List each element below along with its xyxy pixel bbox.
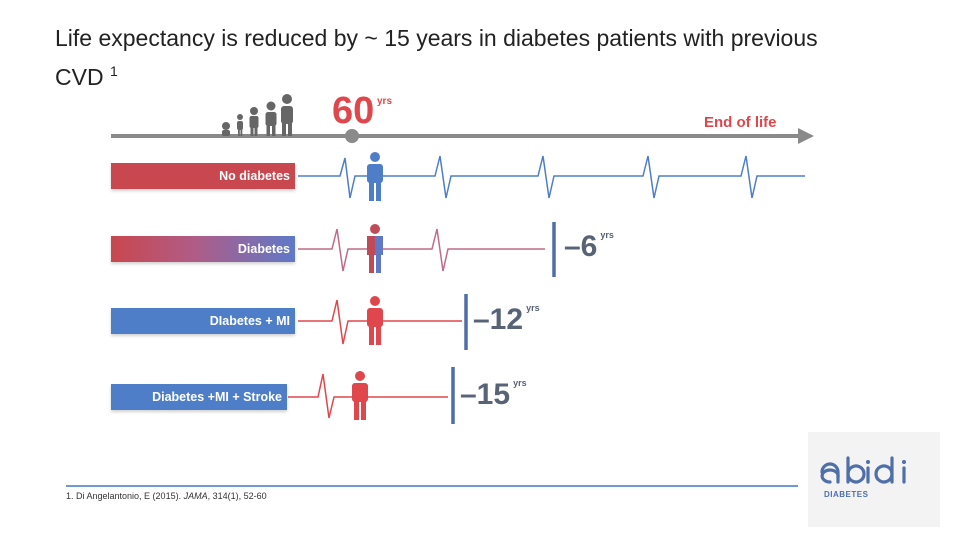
end-of-life-label: End of life xyxy=(704,114,777,131)
group-label: No diabetes xyxy=(219,169,290,183)
family-icon xyxy=(222,94,293,136)
reduction-value: –12 xyxy=(473,303,524,336)
reduction-value: –15 xyxy=(460,378,511,411)
reduction-diabetes-mi: –12 yrs xyxy=(473,303,540,337)
group-label: Diabetes xyxy=(237,242,290,256)
age-60-unit: yrs xyxy=(377,96,393,107)
citation-journal: JAMA xyxy=(183,491,208,501)
group-label: Diabetes +MI + Stroke xyxy=(152,390,282,404)
citation-footnote: 1. Di Angelantonio, E (2015). JAMA, 314(… xyxy=(66,491,267,501)
ecg-line-no-diabetes xyxy=(298,155,805,199)
age-60-value: 60 xyxy=(332,90,375,132)
ecg-line-diabetes xyxy=(298,228,545,272)
person-icon-diabetes xyxy=(367,224,383,273)
reduction-unit: yrs xyxy=(600,230,614,240)
person-icon-diabetes-mi-stroke xyxy=(352,371,368,420)
person-icon-diabetes-mi xyxy=(367,296,383,345)
group-bar-diabetes-mi: DIabetes + MI xyxy=(111,308,295,334)
title-text: Life expectancy is reduced by ~ 15 years… xyxy=(55,25,818,90)
reduction-diabetes: –6 yrs xyxy=(564,230,614,264)
age-marker-dot xyxy=(345,129,359,143)
citation-prefix: 1. Di Angelantonio, E (2015). xyxy=(66,491,182,501)
group-bar-no-diabetes: No diabetes xyxy=(111,163,295,189)
reduction-diabetes-mi-stroke: –15 yrs xyxy=(460,378,527,412)
group-bar-diabetes-mi-stroke: Diabetes +MI + Stroke xyxy=(111,384,287,410)
timeline-arrow-head xyxy=(798,128,814,144)
reduction-unit: yrs xyxy=(526,303,540,313)
group-label: DIabetes + MI xyxy=(209,314,290,328)
person-icon-no-diabetes xyxy=(367,152,383,201)
slide-title: Life expectancy is reduced by ~ 15 years… xyxy=(55,22,835,94)
group-bar-diabetes: Diabetes xyxy=(111,236,295,262)
title-reference: 1 xyxy=(109,63,118,79)
abidi-logo: DIABETES xyxy=(808,432,940,527)
logo-subtitle: DIABETES xyxy=(824,490,869,499)
citation-suffix: , 314(1), 52-60 xyxy=(207,491,267,501)
reduction-unit: yrs xyxy=(513,378,527,388)
reduction-value: –6 xyxy=(564,230,598,263)
abidi-logo-mark xyxy=(820,456,906,484)
footer-divider xyxy=(66,485,798,487)
